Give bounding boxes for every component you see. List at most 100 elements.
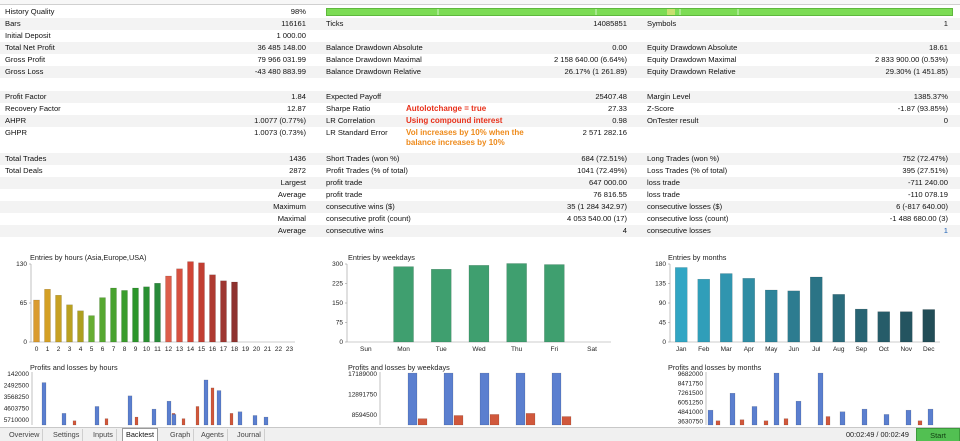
y-tick-label: 0 — [23, 339, 27, 346]
maximum-wins-label: consecutive wins ($) — [326, 202, 395, 211]
bar — [127, 395, 133, 426]
x-tick-label: Sep — [855, 346, 867, 353]
bar — [720, 273, 733, 343]
maximal-profit-value: 4 053 540.00 (17) — [567, 214, 627, 223]
x-tick-label: 12 — [165, 346, 173, 353]
x-tick-label: 10 — [143, 346, 151, 353]
balance-dd-maximal-value: 2 158 640.00 (6.64%) — [553, 55, 627, 64]
balance-dd-relative-value: 26.17% (1 261.89) — [564, 67, 627, 76]
bar — [883, 414, 890, 426]
bar — [525, 413, 536, 426]
profit-trades-label: Profit Trades (% of total) — [326, 166, 408, 175]
bar — [715, 420, 721, 426]
bottom-tab-bar: Overview Settings Inputs Backtest Graph … — [0, 427, 960, 441]
total-net-profit-value: 36 485 148.00 — [257, 43, 306, 52]
x-tick-label: 14 — [187, 346, 195, 353]
bar — [765, 289, 778, 343]
y-tick-label: 225 — [332, 281, 343, 288]
bar — [417, 418, 428, 426]
y-tick-label: 6051250 — [678, 399, 704, 406]
x-tick-label: Wed — [472, 346, 486, 353]
row-ghpr: GHPR 1.0073 (0.73%) LR Standard Error 2 … — [0, 127, 960, 139]
maximum-wins-value: 35 (1 284 342.97) — [567, 202, 627, 211]
x-tick-label: May — [765, 346, 778, 353]
tab-journal[interactable]: Journal — [234, 429, 265, 441]
y-tick-label: 135 — [655, 281, 666, 288]
equity-dd-relative-label: Equity Drawdown Relative — [647, 67, 736, 76]
x-tick-label: Oct — [879, 346, 889, 353]
bar — [176, 268, 183, 343]
x-tick-label: Jul — [812, 346, 821, 353]
bar — [104, 418, 109, 426]
bar — [922, 309, 935, 343]
chart-title-months: Entries by months — [668, 253, 727, 262]
bar — [407, 372, 418, 426]
tab-overview[interactable]: Overview — [6, 429, 44, 441]
bar — [877, 311, 890, 343]
bar — [917, 420, 923, 426]
x-tick-label: 8 — [123, 346, 127, 353]
start-button[interactable]: Start — [916, 428, 960, 441]
x-tick-label: 15 — [198, 346, 206, 353]
total-deals-value: 2872 — [289, 166, 306, 175]
largest-profit-value: 647 000.00 — [588, 178, 627, 187]
bar — [77, 310, 84, 343]
bar — [810, 276, 823, 343]
y-tick-label: 130 — [16, 261, 27, 268]
bar — [263, 416, 269, 426]
balance-dd-relative-label: Balance Drawdown Relative — [326, 67, 421, 76]
maximal-loss-label: consecutive loss (count) — [647, 214, 729, 223]
row-largest: Largest profit trade 647 000.00 loss tra… — [0, 177, 960, 189]
bar — [210, 387, 215, 426]
profit-trades-value: 1041 (72.49%) — [577, 166, 627, 175]
x-tick-label: 19 — [242, 346, 250, 353]
row-total-deals: Total Deals 2872 Profit Trades (% of tot… — [0, 165, 960, 177]
y-tick-label: 17189000 — [348, 371, 377, 378]
gross-loss-label: Gross Loss — [5, 67, 44, 76]
bar — [171, 414, 177, 426]
x-tick-label: 11 — [154, 346, 161, 353]
long-trades-value: 752 (72.47%) — [902, 154, 948, 163]
average-losses-value: 1 — [943, 226, 948, 235]
elapsed-timer: 00:02:49 / 00:02:49 — [846, 430, 909, 439]
lr-standard-error-label: LR Standard Error — [326, 128, 388, 137]
bar — [121, 290, 128, 343]
row-average: Average profit trade 76 816.55 loss trad… — [0, 189, 960, 201]
ghpr-label: GHPR — [5, 128, 27, 137]
tab-backtest[interactable]: Backtest — [122, 428, 158, 441]
largest-loss-value: -711 240.00 — [908, 178, 948, 187]
lr-standard-error-value: 2 571 282.16 — [582, 128, 627, 137]
bar — [203, 379, 209, 426]
y-tick-label: 180 — [655, 261, 666, 268]
bar — [839, 411, 846, 426]
average-wins-label: consecutive wins — [326, 226, 384, 235]
y-tick-label: 7261500 — [678, 390, 704, 397]
annotation-compound-interest: Using compound interest — [406, 116, 503, 125]
gross-loss-value: -43 480 883.99 — [254, 67, 306, 76]
expected-payoff-value: 25407.48 — [595, 92, 627, 101]
tab-inputs[interactable]: Inputs — [90, 429, 117, 441]
ontester-result-value: 0 — [943, 116, 948, 125]
maximal-label: Maximal — [277, 214, 306, 223]
recovery-factor-value: 12.87 — [286, 104, 306, 113]
tab-agents[interactable]: Agents — [198, 429, 228, 441]
bar — [431, 269, 452, 343]
x-tick-label: 4 — [79, 346, 83, 353]
chart-title-hours: Entries by hours (Asia,Europe,USA) — [30, 253, 147, 262]
bar — [763, 420, 769, 426]
x-tick-label: Sat — [587, 346, 597, 353]
quality-segment — [437, 9, 439, 15]
tab-graph[interactable]: Graph — [167, 429, 195, 441]
ticks-value: 14085851 — [593, 19, 627, 28]
gross-profit-label: Gross Profit — [5, 55, 46, 64]
average-loss-value: -110 078.19 — [908, 190, 948, 199]
bar — [927, 408, 934, 426]
y-tick-label: 150 — [332, 300, 343, 307]
total-net-profit-label: Total Net Profit — [5, 43, 55, 52]
tab-settings[interactable]: Settings — [50, 429, 84, 441]
bar — [99, 297, 106, 343]
bar — [489, 414, 500, 426]
bar — [61, 413, 67, 426]
chart-title-pl-hours: Profits and losses by hours — [30, 363, 118, 372]
